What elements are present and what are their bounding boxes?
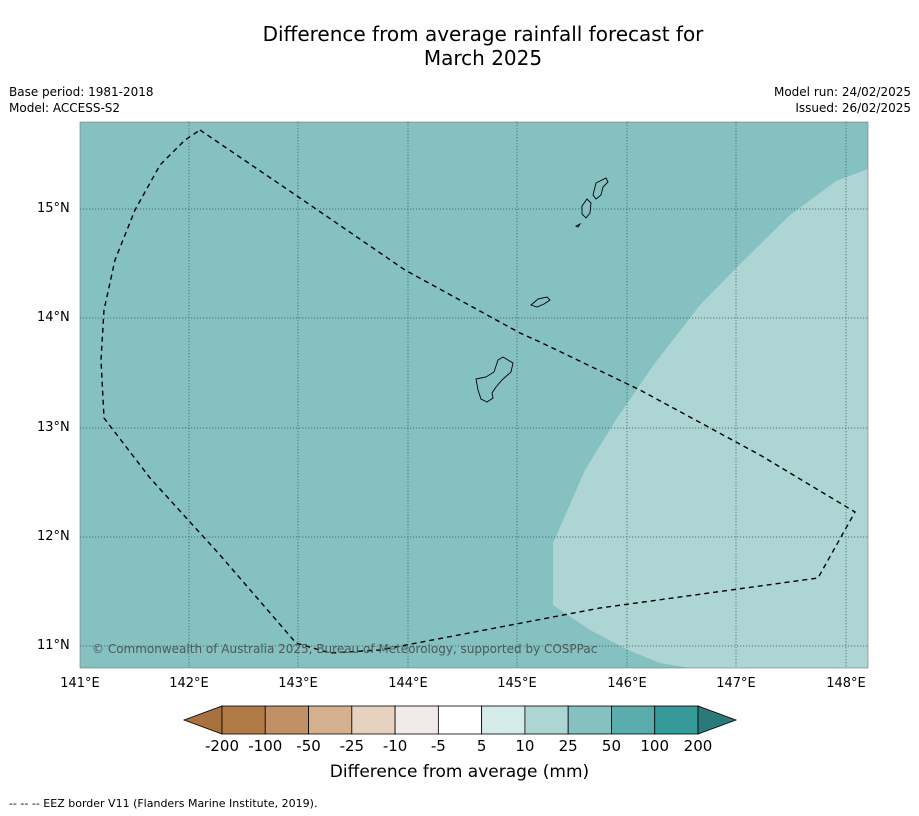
lat-label-12n: 12°N	[37, 529, 70, 544]
lon-label-142e: 142°E	[169, 676, 209, 691]
colorbar-tick-label: -50	[296, 737, 321, 755]
colorbar-segment	[437, 705, 483, 735]
chart-title: Difference from average rainfall forecas…	[0, 22, 919, 70]
colorbar-segment	[611, 705, 656, 735]
colorbar-segment	[264, 705, 309, 735]
eez-footnote: -- -- -- EEZ border V11 (Flanders Marine…	[9, 797, 318, 810]
gridlines	[80, 122, 868, 668]
lon-label-147e: 147°E	[716, 676, 756, 691]
colorbar-tick-label: -200	[204, 737, 240, 755]
island-guam	[475, 356, 514, 403]
colorbar-segment	[524, 705, 569, 735]
base-period: Base period: 1981-2018	[9, 85, 154, 99]
colorbar-tick-label: 100	[640, 737, 670, 755]
colorbar-tick-label: -10	[382, 737, 408, 755]
lon-label-148e: 148°E	[826, 676, 866, 691]
colorbar-tick-label: 25	[558, 737, 578, 755]
lat-label-15n: 15°N	[37, 201, 70, 216]
copyright-text: © Commonwealth of Australia 2025, Bureau…	[92, 642, 598, 656]
model-name: Model: ACCESS-S2	[9, 101, 121, 115]
colorbar-tick-label: -5	[430, 737, 446, 755]
colorbar-segment	[654, 705, 699, 735]
colorbar-tick-label: 200	[683, 737, 713, 755]
lat-label-14n: 14°N	[37, 310, 70, 325]
model-run: Model run: 24/02/2025	[773, 85, 911, 99]
colorbar-title: Difference from average (mm)	[329, 762, 590, 782]
island-tinian	[581, 198, 592, 219]
colorbar-segment	[351, 705, 396, 735]
meta-left: Base period: 1981-2018 Model: ACCESS-S2	[9, 84, 154, 116]
lon-label-141e: 141°E	[60, 676, 100, 691]
colorbar-segment	[481, 705, 526, 735]
island-aguijan	[574, 222, 582, 228]
lon-label-145e: 145°E	[497, 676, 537, 691]
colorbar-segment	[394, 705, 439, 735]
colorbar-extend-high	[697, 705, 738, 735]
lat-label-13n: 13°N	[37, 420, 70, 435]
lon-label-146e: 146°E	[607, 676, 647, 691]
issued-date: Issued: 26/02/2025	[795, 101, 911, 115]
colorbar-segment	[308, 705, 353, 735]
lon-label-143e: 143°E	[278, 676, 318, 691]
lat-label-11n: 11°N	[37, 638, 70, 653]
colorbar-extend-low	[182, 705, 223, 735]
title-line-1: Difference from average rainfall forecas…	[262, 22, 704, 46]
eez-border	[100, 129, 856, 654]
colorbar-tick-label: 10	[515, 737, 535, 755]
colorbar-tick-label: -100	[248, 737, 283, 755]
islands	[475, 177, 609, 403]
island-rota	[530, 296, 551, 308]
colorbar	[182, 705, 738, 735]
colorbar-tick-label: 50	[601, 737, 621, 755]
colorbar-tick-label: -25	[339, 737, 365, 755]
meta-right: Model run: 24/02/2025 Issued: 26/02/2025	[774, 84, 911, 116]
colorbar-segment	[221, 705, 266, 735]
colorbar-segment	[567, 705, 612, 735]
lon-label-144e: 144°E	[388, 676, 428, 691]
map-frame	[79, 121, 869, 669]
title-line-2: March 2025	[423, 46, 543, 70]
map-light-band	[553, 169, 868, 668]
island-saipan	[592, 177, 609, 200]
colorbar-tick-label: 5	[476, 737, 487, 755]
